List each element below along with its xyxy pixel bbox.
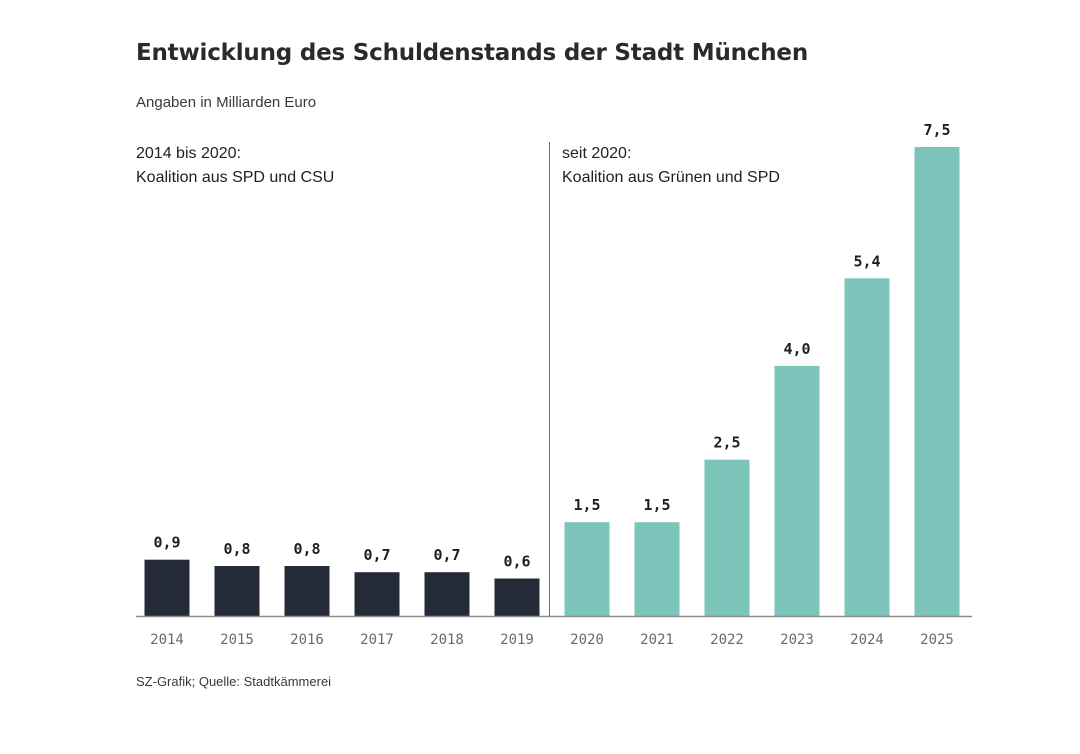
value-label-2015: 0,8 xyxy=(223,540,250,558)
x-tick-label-2025: 2025 xyxy=(920,632,954,648)
value-label-2014: 0,9 xyxy=(153,534,180,552)
value-label-2018: 0,7 xyxy=(433,546,460,564)
x-tick-label-2023: 2023 xyxy=(780,632,814,648)
x-tick-label-2016: 2016 xyxy=(290,632,324,648)
period-label-right-line-2: Koalition aus Grünen und SPD xyxy=(562,169,780,186)
x-tick-label-2017: 2017 xyxy=(360,632,394,648)
bar-2024 xyxy=(844,278,890,616)
bar-2015 xyxy=(214,566,260,616)
period-label-right: seit 2020: Koalition aus Grünen und SPD xyxy=(562,142,780,190)
period-label-left-line-1: 2014 bis 2020: xyxy=(136,145,241,162)
bar-2014 xyxy=(144,559,190,616)
value-label-2025: 7,5 xyxy=(923,121,950,139)
bar-2018 xyxy=(424,572,470,616)
chart-subtitle: Angaben in Milliarden Euro xyxy=(136,94,317,111)
bar-2016 xyxy=(284,566,330,616)
value-label-2022: 2,5 xyxy=(713,434,740,452)
bar-2022 xyxy=(704,459,750,616)
period-label-right-line-1: seit 2020: xyxy=(562,145,632,162)
bar-2021 xyxy=(634,522,680,616)
x-tick-label-2022: 2022 xyxy=(710,632,744,648)
value-label-2016: 0,8 xyxy=(293,540,320,558)
value-label-2020: 1,5 xyxy=(573,496,600,514)
chart-title: Entwicklung des Schuldenstands der Stadt… xyxy=(136,40,808,66)
x-tick-label-2015: 2015 xyxy=(220,632,254,648)
value-label-2019: 0,6 xyxy=(503,553,530,571)
bar-2020 xyxy=(564,522,610,616)
period-divider xyxy=(549,142,550,616)
bar-2019 xyxy=(494,578,540,616)
bar-2023 xyxy=(774,365,820,616)
value-label-2023: 4,0 xyxy=(783,340,810,358)
period-label-left: 2014 bis 2020: Koalition aus SPD und CSU xyxy=(136,142,334,190)
value-label-2017: 0,7 xyxy=(363,546,390,564)
bar-2017 xyxy=(354,572,400,616)
bar-2025 xyxy=(914,147,960,616)
value-label-2021: 1,5 xyxy=(643,496,670,514)
x-tick-label-2014: 2014 xyxy=(150,632,184,648)
x-tick-label-2018: 2018 xyxy=(430,632,464,648)
x-tick-label-2019: 2019 xyxy=(500,632,534,648)
x-tick-label-2021: 2021 xyxy=(640,632,674,648)
x-tick-label-2024: 2024 xyxy=(850,632,884,648)
period-label-left-line-2: Koalition aus SPD und CSU xyxy=(136,169,335,186)
value-label-2024: 5,4 xyxy=(853,252,880,270)
x-tick-label-2020: 2020 xyxy=(570,632,604,648)
chart-source: SZ-Grafik; Quelle: Stadtkämmerei xyxy=(136,674,332,689)
